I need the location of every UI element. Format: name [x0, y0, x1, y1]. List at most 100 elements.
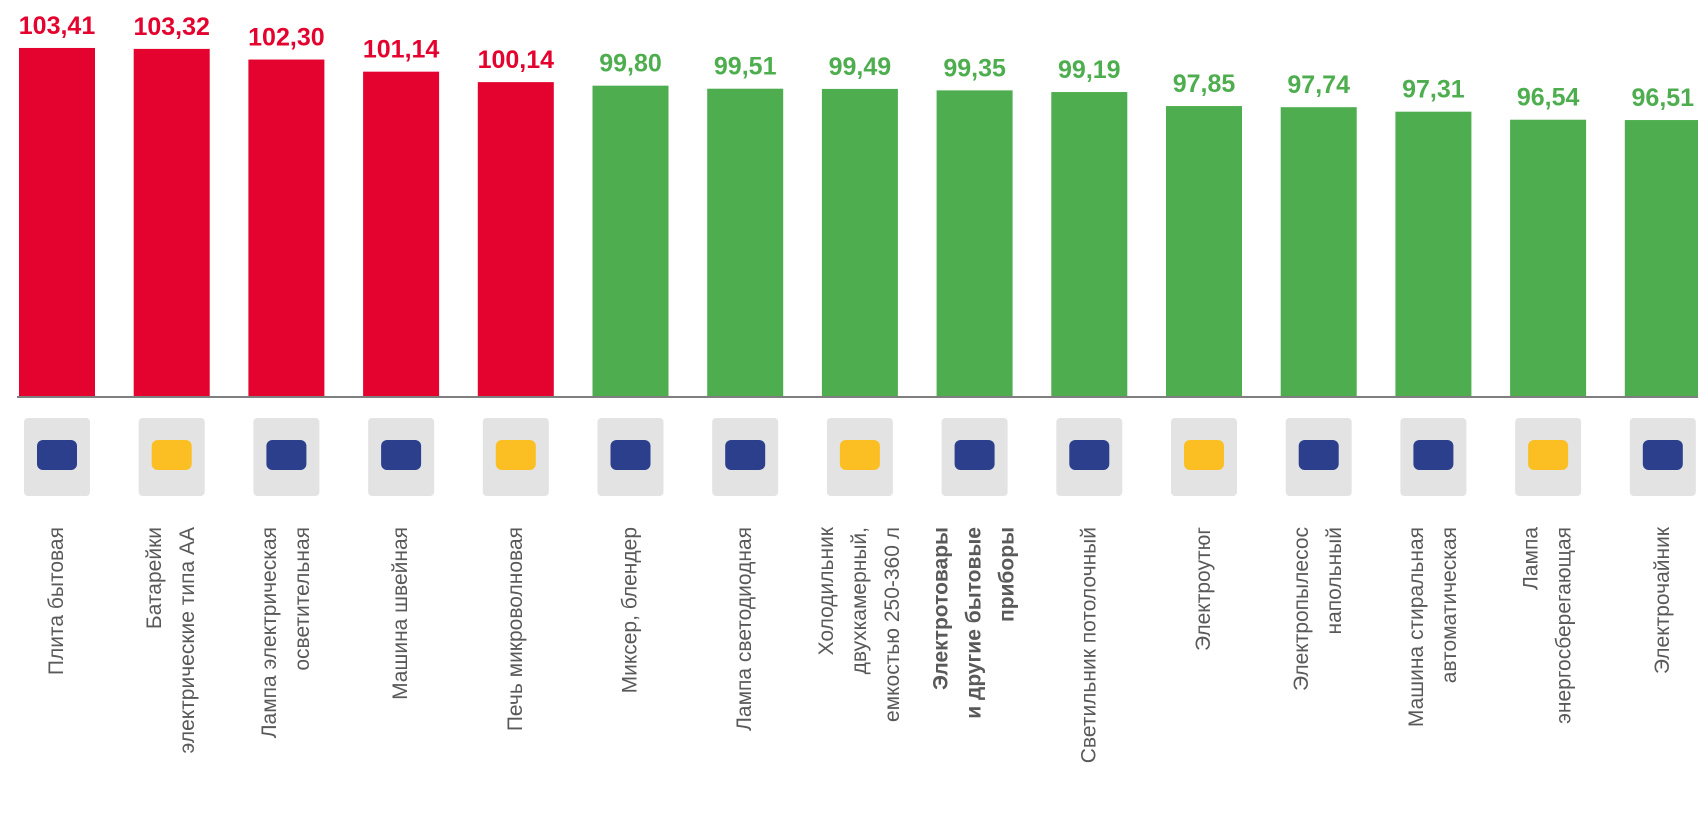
icon: [597, 418, 664, 496]
icon-accent: [1069, 440, 1110, 470]
x-tick-label-line: и другие бытовые: [962, 527, 985, 719]
x-tick-label: Светильник потолочный: [1077, 527, 1100, 763]
x-tick-label-line: Электроутюг: [1192, 527, 1215, 651]
x-tick-label: Лампа светодиодная: [733, 527, 756, 731]
x-tick-label-line: Лампа электрическая: [257, 527, 280, 738]
x-tick-label-line: Электротовары: [929, 527, 952, 690]
icon-accent: [954, 440, 995, 470]
x-tick-label: Электрочайник: [1650, 526, 1673, 674]
x-tick-label-line: осветительная: [290, 527, 313, 671]
bar: [477, 82, 554, 397]
x-tick-label-line: напольный: [1323, 527, 1346, 634]
value-label: 99,80: [599, 50, 662, 78]
icon: [1515, 418, 1582, 496]
bar: [1166, 106, 1242, 398]
icon: [24, 418, 90, 496]
bar: [133, 48, 210, 398]
value-label: 102,30: [248, 24, 324, 52]
x-tick-label: Холодильник двухкамерный, емкостью 250-360…: [814, 526, 903, 722]
icon: [253, 418, 320, 496]
x-tick-label-line: электрические типа АА: [176, 527, 199, 753]
bar: [1624, 120, 1698, 398]
x-tick-label-line: Машина стиральная: [1404, 527, 1427, 727]
icon-accent: [381, 440, 422, 470]
icon-accent: [1184, 440, 1224, 470]
icon: [826, 418, 893, 496]
bar: [707, 88, 784, 398]
x-tick-label: Лампа энергосберегающая: [1519, 527, 1575, 724]
x-tick-label-line: Электрочайник: [1650, 526, 1673, 674]
x-tick-label-line: приборы: [995, 527, 1018, 622]
icon: [941, 418, 1008, 496]
x-tick-label-line: Миксер, блендер: [618, 527, 641, 693]
x-tick-label-line: Электропылесос: [1290, 527, 1313, 691]
x-tick-label-line: энергосберегающая: [1552, 527, 1575, 724]
x-tick-label-line: Машина швейная: [389, 527, 412, 700]
icon-accent: [495, 440, 536, 470]
icon: [1056, 418, 1123, 496]
x-tick-label-line: Печь микроволновая: [503, 527, 526, 731]
icon-accent: [37, 440, 77, 470]
x-tick-label-line: Светильник потолочный: [1077, 527, 1100, 763]
icon: [1400, 418, 1467, 496]
value-label: 99,51: [714, 53, 777, 81]
icon: [368, 418, 435, 496]
icon: [482, 418, 549, 496]
value-label: 100,14: [478, 46, 555, 74]
x-tick-label-line: автоматическая: [1437, 527, 1460, 683]
value-label: 96,51: [1632, 84, 1695, 112]
x-tick-label-line: Холодильник: [814, 526, 837, 655]
bar: [1051, 92, 1128, 397]
value-label: 99,49: [829, 53, 892, 81]
bar: [1395, 111, 1472, 397]
bar: [363, 71, 440, 397]
icon: [1629, 418, 1696, 496]
value-label: 103,41: [19, 12, 96, 40]
bar: [1280, 107, 1357, 397]
icon-accent: [1528, 440, 1569, 470]
icon-accent: [725, 440, 766, 470]
icon-accent: [610, 440, 651, 470]
bar: [821, 88, 898, 397]
value-label: 97,31: [1402, 76, 1465, 104]
icon: [1171, 418, 1237, 496]
value-label: 99,35: [943, 54, 1006, 82]
x-tick-label-line: Лампа светодиодная: [733, 527, 756, 731]
value-label: 101,14: [363, 36, 440, 64]
icon-accent: [151, 440, 192, 470]
icon: [712, 418, 779, 496]
x-tick-label: Миксер, блендер: [618, 527, 641, 693]
value-label: 99,19: [1058, 56, 1121, 84]
bar: [248, 59, 325, 398]
icon-accent: [1642, 440, 1683, 470]
x-tick-label: Машина швейная: [389, 527, 412, 700]
icon-accent: [266, 440, 307, 470]
icon-accent: [1298, 440, 1339, 470]
value-label: 97,85: [1173, 70, 1236, 98]
icon: [1285, 418, 1352, 496]
x-tick-label-line: емкостью 250-360 л: [880, 527, 903, 722]
x-tick-label: Электроутюг: [1192, 527, 1215, 651]
x-tick-label: Лампа электрическая осветительная: [257, 527, 313, 738]
x-tick-label-line: двухкамерный,: [847, 527, 870, 674]
x-tick-label-line: Плита бытовая: [45, 527, 68, 675]
bar: [936, 90, 1013, 397]
x-tick-label-line: Лампа: [1519, 527, 1542, 590]
icon: [138, 418, 205, 496]
value-label: 96,54: [1517, 84, 1580, 112]
icon-accent: [839, 440, 880, 470]
icon-accent: [1413, 440, 1454, 470]
value-label: 103,32: [133, 13, 209, 41]
bar: [1510, 119, 1587, 398]
x-tick-label: Плита бытовая: [45, 527, 68, 675]
x-tick-label: Электропылесос напольный: [1290, 527, 1346, 691]
x-tick-label: Электротовары и другие бытовые приборы: [929, 527, 1018, 719]
value-label: 97,74: [1287, 71, 1350, 99]
bar: [592, 85, 669, 397]
x-tick-label-line: Батарейки: [143, 527, 166, 629]
x-tick-label: Печь микроволновая: [503, 527, 526, 731]
bar: [19, 47, 95, 397]
x-tick-label: Батарейки электрические типа АА: [143, 527, 199, 753]
